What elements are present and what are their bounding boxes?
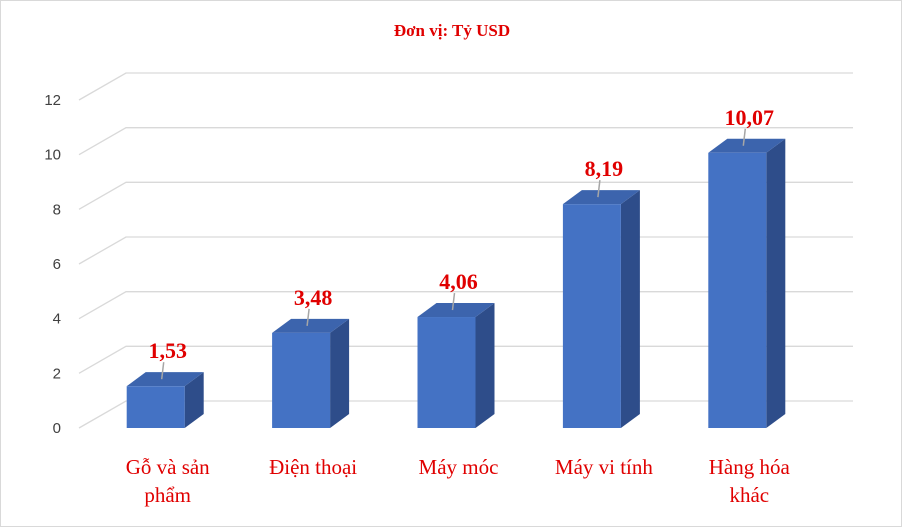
y-axis-ticks: 0 2 4 6 8 10 12	[44, 92, 61, 437]
x-tick-label-line: khác	[729, 483, 769, 507]
x-tick-label: Hàng hóa khác	[709, 455, 791, 507]
bar-side	[766, 138, 786, 428]
bar-top	[126, 372, 204, 387]
bar	[272, 318, 350, 428]
bar	[126, 372, 204, 428]
y-tick-label: 10	[44, 147, 61, 164]
bar-top	[562, 190, 640, 205]
y-tick-label: 0	[53, 420, 61, 437]
data-label-leader	[160, 362, 165, 380]
x-tick-label-line: Gỗ và sản	[126, 455, 210, 479]
bar	[708, 138, 786, 428]
data-label: 3,48	[294, 285, 333, 310]
data-label: 10,07	[725, 105, 775, 130]
x-tick-label: Điện thoại	[269, 455, 357, 479]
bar-front	[562, 204, 621, 428]
x-tick-label-line: Điện thoại	[269, 455, 357, 479]
bar-side	[475, 303, 495, 428]
gridline	[78, 72, 853, 101]
bars	[126, 138, 786, 428]
x-tick-label: Máy vi tính	[555, 455, 653, 479]
data-label: 8,19	[585, 156, 624, 181]
x-tick-label-line: phẩm	[144, 483, 191, 507]
bar-side	[330, 318, 350, 428]
data-labels: 1,53 3,48 4,06 8,19 10,07	[148, 105, 775, 380]
x-tick-label-line: Máy vi tính	[555, 455, 653, 479]
data-label-leader	[306, 308, 310, 326]
data-label-leader	[742, 128, 747, 146]
y-tick-label: 2	[53, 365, 61, 382]
bar-front	[708, 152, 767, 428]
bar	[417, 303, 495, 428]
gridlines	[78, 72, 853, 429]
data-label-leader	[597, 180, 601, 198]
bar-top	[272, 318, 350, 333]
x-tick-label-line: Hàng hóa	[709, 455, 791, 479]
y-tick-label: 12	[44, 92, 61, 109]
y-tick-label: 8	[53, 201, 61, 218]
category-labels: Gỗ và sản phẩm Điện thoại Máy móc Máy vi tín…	[126, 455, 791, 507]
gridline	[78, 127, 853, 156]
x-tick-label-line: Máy móc	[419, 455, 499, 479]
unit-title: Đơn vị: Tỷ USD	[394, 21, 510, 40]
y-tick-label: 6	[53, 256, 61, 273]
data-label: 4,06	[439, 269, 478, 294]
y-tick-label: 4	[53, 311, 61, 328]
gridline	[78, 181, 853, 210]
data-label: 1,53	[148, 338, 187, 363]
bar-side	[620, 190, 640, 428]
bar-front	[126, 386, 185, 428]
bar-front	[417, 317, 476, 428]
bar-top	[708, 138, 786, 153]
bar-top	[417, 303, 495, 318]
bar	[562, 190, 640, 428]
bar-side	[184, 372, 204, 428]
x-tick-label: Máy móc	[419, 455, 499, 479]
bar-front	[272, 332, 331, 428]
data-label-leader	[451, 292, 456, 311]
x-tick-label: Gỗ và sản phẩm	[126, 455, 210, 507]
